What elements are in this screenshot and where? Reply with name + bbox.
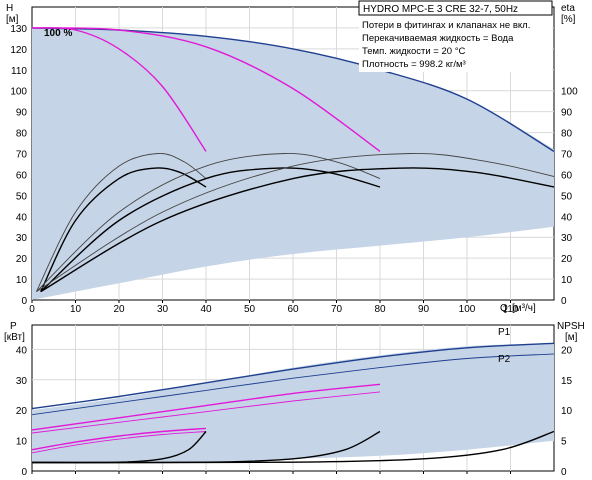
x-tick-label: 90: [418, 304, 430, 315]
head-efficiency-plot: 0 10 20 30 40 50 60 70 80 90 100 110010203040506070…: [6, 0, 578, 315]
x-label: Q: [500, 303, 508, 314]
x-tick-label: 70: [331, 304, 343, 315]
y-left-tick-label: 60: [16, 170, 28, 181]
y-right-tick-label: 20: [561, 345, 573, 356]
x-tick-label: 50: [244, 304, 256, 315]
y-left-tick-label: 100: [10, 87, 27, 98]
y-right-tick-label: 15: [561, 376, 573, 387]
lower-ticks: 0 10 20 30 40 0 5 10 15 20: [16, 345, 573, 478]
p-unit: [кВт]: [4, 332, 25, 343]
series-line: [31, 391, 381, 434]
y-right-tick-label: 20: [561, 254, 573, 265]
series-line: [36, 153, 555, 292]
y-right-tick-label: 10: [561, 406, 573, 417]
info-line: Потери в фитингах и клапанах не вкл.: [362, 20, 530, 31]
y-left-tick-label: 80: [16, 129, 28, 140]
y-right-tick-label: 0: [561, 467, 567, 478]
x-tick-label: 30: [157, 304, 169, 315]
y-left-tick-label: 30: [16, 233, 28, 244]
series-line: [31, 383, 381, 431]
y-left-tick-label: 70: [16, 150, 28, 161]
info-line: Перекачиваемая жидкость = Вода: [362, 33, 514, 44]
power-npsh-plot: 0 10 20 30 40 0 5 10 15 20 P [кВт] NPSH [м] P1 P2: [4, 321, 585, 478]
series-line: [31, 342, 555, 410]
y-right-unit: [%]: [561, 14, 576, 25]
series-line: [40, 167, 555, 293]
x-tick-label: 20: [113, 304, 125, 315]
p2-label: P2: [498, 354, 511, 365]
series-line: [31, 427, 207, 451]
series-line: [31, 431, 207, 454]
y-right-tick-label: 100: [561, 87, 578, 98]
series-line: [31, 353, 555, 416]
pump-name: HYDRO MPC-E 3 CRE 32-7, 50Hz: [363, 4, 518, 15]
y-right-tick-label: 0: [561, 296, 567, 307]
y-left-label: H: [6, 3, 13, 14]
y-left-tick-label: 20: [16, 254, 28, 265]
upper-ticks: 0 10 20 30 40 50 60 70 80 90 100 110010203040506070…: [10, 24, 578, 315]
lower-operating-area: [32, 343, 554, 463]
y-right-tick-label: 40: [561, 212, 573, 223]
y-left-tick-label: 90: [16, 108, 28, 119]
series-line: [31, 27, 381, 152]
series-line: [36, 153, 381, 292]
x-unit: [м³/ч]: [512, 303, 536, 314]
y-left-tick-label: 20: [16, 406, 28, 417]
p1-label: P1: [498, 327, 511, 338]
series-line: [35, 153, 207, 292]
y-left-tick-label: 110: [11, 66, 27, 77]
series-line: [40, 167, 207, 292]
p-label: P: [10, 321, 17, 332]
lower-series: [31, 342, 555, 464]
x-tick-label: 40: [200, 304, 212, 315]
y-left-unit: [м]: [6, 14, 19, 25]
info-box: [359, 16, 552, 72]
y-left-tick-label: 40: [16, 345, 28, 356]
series-line: [31, 430, 555, 464]
info-line: Темп. жидкости = 20 °C: [362, 46, 465, 57]
npsh-label: NPSH: [557, 321, 585, 332]
upper-operating-area: [32, 27, 554, 301]
x-tick-label: 10: [70, 304, 82, 315]
y-left-tick-label: 40: [16, 212, 28, 223]
x-tick-label: 60: [287, 304, 299, 315]
y-right-tick-label: 5: [561, 437, 567, 448]
y-left-tick-label: 50: [16, 191, 28, 202]
y-right-tick-label: 10: [561, 275, 573, 286]
y-right-tick-label: 70: [561, 150, 573, 161]
pump-name-box: [358, 0, 553, 16]
y-left-tick-label: 10: [16, 437, 28, 448]
x-tick-label: 110: [503, 304, 519, 315]
info-line: Плотность = 998.2 кг/м³: [362, 59, 466, 70]
speed-label: 100 %: [44, 28, 72, 39]
y-right-tick-label: 80: [561, 129, 573, 140]
x-tick-label: 0: [29, 304, 35, 315]
y-left-tick-label: 30: [16, 376, 28, 387]
y-left-tick-label: 130: [10, 24, 27, 35]
y-left-tick-label: 120: [10, 45, 27, 56]
y-right-label: eta: [561, 3, 575, 14]
y-right-tick-label: 90: [561, 108, 573, 119]
y-left-tick-label: 0: [21, 296, 27, 307]
y-right-tick-label: 30: [561, 233, 573, 244]
npsh-unit: [м]: [565, 332, 578, 343]
x-tick-label: 100: [459, 304, 476, 315]
y-right-tick-label: 60: [561, 170, 573, 181]
y-right-tick-label: 50: [561, 191, 573, 202]
x-tick-label: 80: [374, 304, 386, 315]
y-left-tick-label: 0: [21, 467, 27, 478]
y-left-tick-label: 10: [16, 275, 28, 286]
upper-series: [31, 27, 555, 293]
